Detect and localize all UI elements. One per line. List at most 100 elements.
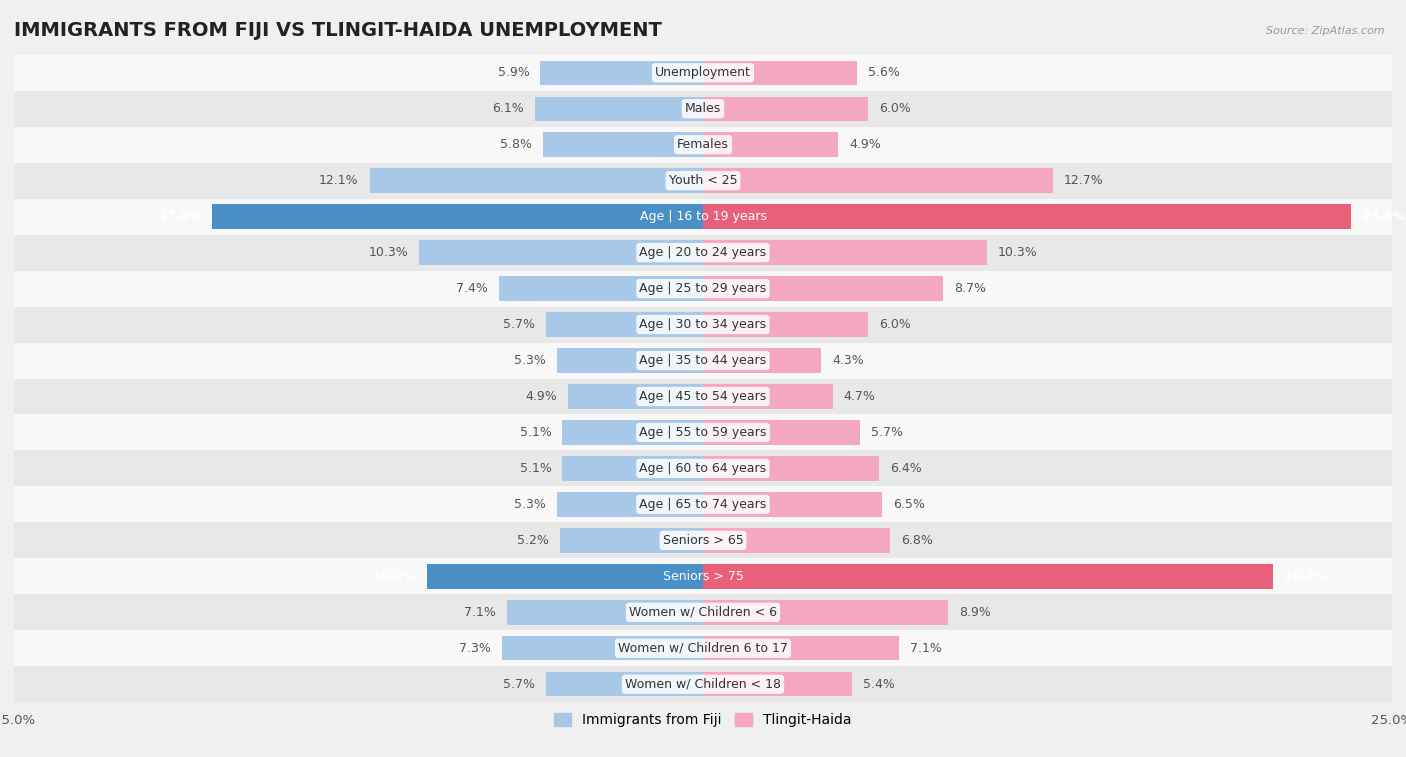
Text: Unemployment: Unemployment (655, 67, 751, 79)
Bar (502, 636, 703, 661)
Text: 6.5%: 6.5% (893, 498, 925, 511)
Bar (14, 450, 1392, 487)
Bar (14, 126, 1392, 163)
Text: 5.1%: 5.1% (520, 462, 551, 475)
Bar (14, 594, 1392, 631)
Text: 5.4%: 5.4% (863, 678, 894, 690)
Bar (14, 55, 1392, 91)
Bar (419, 241, 703, 265)
Text: 10.3%: 10.3% (998, 246, 1038, 259)
Legend: Immigrants from Fiji, Tlingit-Haida: Immigrants from Fiji, Tlingit-Haida (548, 708, 858, 733)
Bar (543, 132, 703, 157)
Text: Women w/ Children 6 to 17: Women w/ Children 6 to 17 (619, 642, 787, 655)
Text: 7.4%: 7.4% (456, 282, 488, 295)
Bar (14, 91, 1392, 126)
Bar (703, 313, 869, 337)
Bar (546, 313, 703, 337)
Text: Age | 35 to 44 years: Age | 35 to 44 years (640, 354, 766, 367)
Bar (703, 241, 987, 265)
Text: 6.0%: 6.0% (879, 102, 911, 115)
Text: 23.5%: 23.5% (1361, 210, 1405, 223)
Text: 4.9%: 4.9% (849, 139, 880, 151)
Text: 12.7%: 12.7% (1064, 174, 1104, 187)
Text: Age | 60 to 64 years: Age | 60 to 64 years (640, 462, 766, 475)
Bar (703, 96, 869, 121)
Bar (540, 61, 703, 85)
Bar (546, 672, 703, 696)
Bar (14, 342, 1392, 378)
Text: Age | 20 to 24 years: Age | 20 to 24 years (640, 246, 766, 259)
Text: 5.9%: 5.9% (498, 67, 530, 79)
Text: 7.1%: 7.1% (464, 606, 496, 618)
Bar (703, 169, 1053, 193)
Text: 7.3%: 7.3% (458, 642, 491, 655)
Bar (212, 204, 703, 229)
Text: 5.6%: 5.6% (869, 67, 900, 79)
Bar (14, 666, 1392, 702)
Bar (508, 600, 703, 625)
Bar (14, 522, 1392, 559)
Bar (703, 385, 832, 409)
Text: Age | 16 to 19 years: Age | 16 to 19 years (640, 210, 766, 223)
Bar (562, 456, 703, 481)
Text: 5.2%: 5.2% (517, 534, 548, 547)
Bar (703, 276, 943, 301)
Bar (14, 307, 1392, 342)
Bar (703, 492, 882, 516)
Text: 8.9%: 8.9% (959, 606, 991, 618)
Text: Seniors > 65: Seniors > 65 (662, 534, 744, 547)
Bar (14, 163, 1392, 198)
Text: Females: Females (678, 139, 728, 151)
Text: 6.1%: 6.1% (492, 102, 524, 115)
Bar (560, 528, 703, 553)
Text: Age | 45 to 54 years: Age | 45 to 54 years (640, 390, 766, 403)
Bar (703, 348, 821, 372)
Text: 10.0%: 10.0% (373, 570, 416, 583)
Bar (703, 672, 852, 696)
Bar (427, 564, 703, 588)
Text: 5.1%: 5.1% (520, 426, 551, 439)
Bar (703, 600, 948, 625)
Bar (14, 415, 1392, 450)
Text: 20.7%: 20.7% (1285, 570, 1327, 583)
Bar (562, 420, 703, 444)
Bar (703, 61, 858, 85)
Bar (14, 631, 1392, 666)
Text: Source: ZipAtlas.com: Source: ZipAtlas.com (1267, 26, 1385, 36)
Bar (703, 564, 1274, 588)
Text: 6.4%: 6.4% (890, 462, 922, 475)
Text: 7.1%: 7.1% (910, 642, 942, 655)
Text: Age | 55 to 59 years: Age | 55 to 59 years (640, 426, 766, 439)
Bar (534, 96, 703, 121)
Text: Males: Males (685, 102, 721, 115)
Bar (703, 456, 879, 481)
Text: 10.3%: 10.3% (368, 246, 408, 259)
Text: 6.8%: 6.8% (901, 534, 934, 547)
Bar (557, 348, 703, 372)
Bar (499, 276, 703, 301)
Text: 5.3%: 5.3% (515, 498, 546, 511)
Bar (14, 559, 1392, 594)
Text: 17.8%: 17.8% (157, 210, 201, 223)
Bar (14, 487, 1392, 522)
Text: 12.1%: 12.1% (319, 174, 359, 187)
Text: 4.3%: 4.3% (832, 354, 865, 367)
Text: Women w/ Children < 18: Women w/ Children < 18 (626, 678, 780, 690)
Text: Women w/ Children < 6: Women w/ Children < 6 (628, 606, 778, 618)
Bar (703, 204, 1351, 229)
Text: 5.8%: 5.8% (501, 139, 531, 151)
Bar (370, 169, 703, 193)
Bar (703, 132, 838, 157)
Bar (14, 235, 1392, 270)
Text: 6.0%: 6.0% (879, 318, 911, 331)
Bar (703, 636, 898, 661)
Text: 4.9%: 4.9% (526, 390, 557, 403)
Text: Seniors > 75: Seniors > 75 (662, 570, 744, 583)
Text: 5.7%: 5.7% (503, 318, 534, 331)
Bar (14, 378, 1392, 415)
Text: Age | 30 to 34 years: Age | 30 to 34 years (640, 318, 766, 331)
Text: IMMIGRANTS FROM FIJI VS TLINGIT-HAIDA UNEMPLOYMENT: IMMIGRANTS FROM FIJI VS TLINGIT-HAIDA UN… (14, 21, 662, 40)
Text: 5.7%: 5.7% (503, 678, 534, 690)
Text: Age | 25 to 29 years: Age | 25 to 29 years (640, 282, 766, 295)
Bar (568, 385, 703, 409)
